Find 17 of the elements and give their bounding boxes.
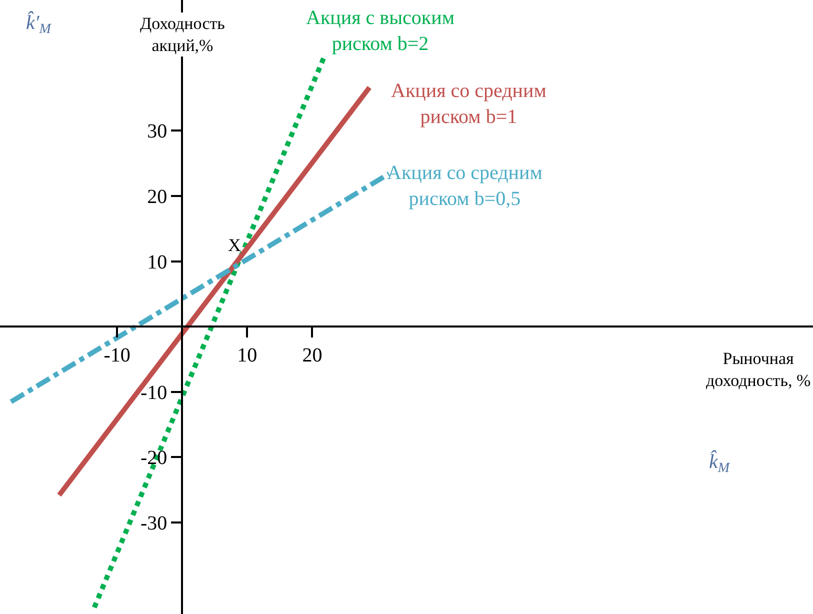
x-tick-label: -10 — [104, 344, 130, 367]
series-label: Акция со средним риском b=1 — [391, 80, 547, 128]
annotation: k̂′$_{M}$ — [26, 11, 52, 38]
annotation: k̂$_{M}$ — [709, 450, 731, 476]
annotation: X — [228, 235, 241, 255]
x-tick-label: 10 — [237, 344, 258, 367]
x-tick-label: 20 — [302, 344, 322, 367]
y-tick-label: -10 — [140, 382, 168, 404]
y-tick-label: 20 — [147, 186, 168, 208]
series-label: Акция со средним риском b=0,5 — [387, 162, 543, 210]
y-tick-label: -30 — [140, 512, 168, 535]
y-tick-label: 30 — [147, 120, 168, 143]
y-tick-label: -20 — [140, 447, 168, 470]
y-tick-label: 10 — [147, 251, 168, 274]
x-axis-title: Рыночная доходность, % — [706, 349, 811, 390]
series-label: Акция с высоким риском b=2 — [306, 7, 455, 55]
y-axis-title: Доходность акций,% — [140, 14, 226, 56]
